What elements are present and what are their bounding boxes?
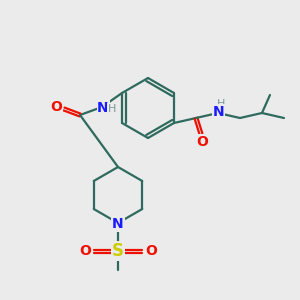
Text: H: H	[108, 104, 116, 114]
Text: H: H	[217, 99, 225, 109]
Text: O: O	[196, 135, 208, 149]
Text: O: O	[79, 244, 91, 258]
Text: N: N	[97, 101, 109, 115]
Text: O: O	[145, 244, 157, 258]
Text: N: N	[213, 105, 225, 119]
Text: S: S	[112, 242, 124, 260]
Text: N: N	[112, 217, 124, 231]
Text: O: O	[50, 100, 62, 114]
